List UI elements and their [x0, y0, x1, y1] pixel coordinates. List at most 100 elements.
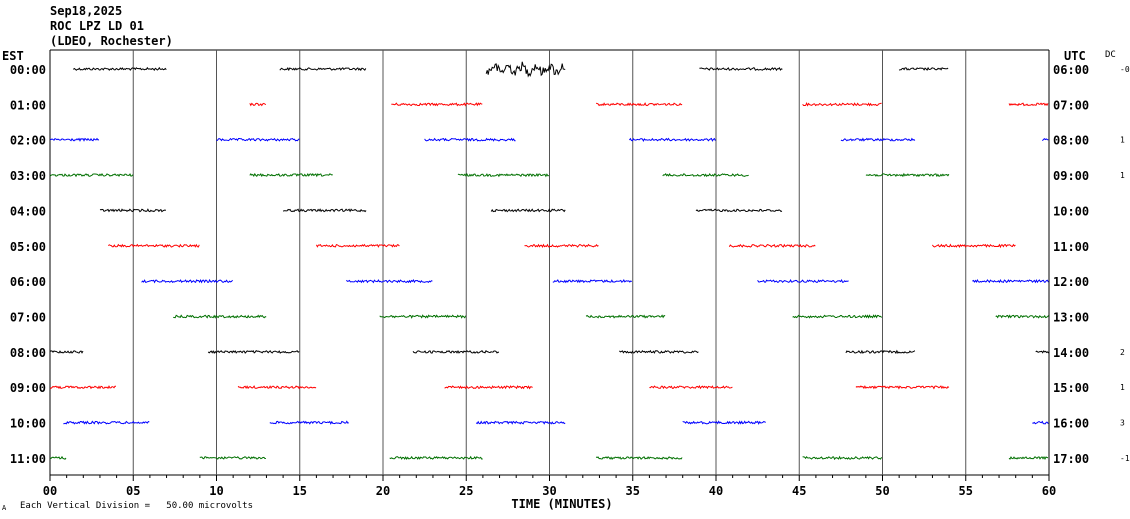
- trace-segment: [389, 455, 483, 460]
- est-hour-label: 03:00: [10, 169, 46, 183]
- utc-hour-label: 17:00: [1053, 452, 1089, 466]
- trace-segment: [1032, 420, 1049, 425]
- est-hour-label: 05:00: [10, 240, 46, 254]
- trace-segment: [279, 67, 367, 72]
- x-tick-label: 60: [1042, 484, 1056, 498]
- est-hour-label: 00:00: [10, 63, 46, 77]
- x-tick-label: 50: [875, 484, 889, 498]
- trace-segment: [379, 314, 467, 319]
- trace-segment: [1041, 138, 1049, 141]
- trace-segment: [99, 208, 167, 213]
- trace-segment: [840, 137, 916, 142]
- trace-segment: [595, 456, 683, 460]
- trace-segment: [315, 243, 400, 248]
- trace-segment: [63, 420, 150, 425]
- utc-axis-label: UTC: [1064, 49, 1086, 63]
- trace-segment: [931, 243, 1016, 249]
- trace-segment: [49, 172, 134, 178]
- est-hour-label: 08:00: [10, 346, 46, 360]
- trace-segment: [216, 137, 300, 142]
- trace-segment: [619, 349, 699, 354]
- dc-offset-label: 1: [1120, 136, 1125, 145]
- x-tick-label: 40: [709, 484, 723, 498]
- trace-segment: [49, 455, 67, 460]
- x-axis-label: TIME (MINUTES): [511, 497, 612, 511]
- trace-segment: [629, 137, 716, 142]
- scale-footnote: Each Vertical Division = 50.00 microvolt…: [20, 501, 253, 511]
- trace-segment: [699, 67, 783, 72]
- trace-segment: [802, 101, 882, 107]
- trace-segment: [649, 384, 733, 390]
- trace-segment: [865, 172, 950, 178]
- trace-segment: [475, 420, 566, 425]
- network-name: (LDEO, Rochester): [50, 34, 173, 48]
- trace-segment: [802, 455, 883, 461]
- utc-hour-label: 13:00: [1053, 311, 1089, 325]
- utc-hour-label: 10:00: [1053, 204, 1089, 218]
- dc-offset-label: -1: [1120, 454, 1130, 463]
- trace-segment: [972, 278, 1049, 284]
- trace-segment: [49, 385, 116, 390]
- station-code: ROC LPZ LD 01: [50, 19, 144, 33]
- trace-segment: [141, 278, 233, 284]
- est-hour-label: 06:00: [10, 275, 46, 289]
- footnote-mark: A: [2, 504, 7, 512]
- trace-segment: [995, 314, 1050, 319]
- utc-hour-label: 14:00: [1053, 346, 1089, 360]
- est-hour-label: 02:00: [10, 134, 46, 148]
- trace-segment: [249, 102, 267, 107]
- dc-offset-label: -0: [1120, 65, 1130, 74]
- trace-segment: [596, 102, 683, 107]
- trace-segment: [485, 61, 566, 78]
- dc-offset-label: 1: [1120, 383, 1125, 392]
- trace-segment: [1008, 455, 1049, 460]
- utc-hour-label: 12:00: [1053, 275, 1089, 289]
- trace-segment: [845, 349, 916, 355]
- utc-hour-label: 08:00: [1053, 134, 1089, 148]
- trace-segment: [490, 208, 566, 213]
- trace-segment: [249, 172, 333, 178]
- x-axis: 00 05 10 15 20 25 30 35 40 45 50 55 60: [43, 475, 1056, 498]
- row-labels: 00:00 06:00 -0 01:00 07:00 02:00 08:00 1 03:00 09…: [10, 63, 1130, 466]
- x-tick-label: 20: [376, 484, 390, 498]
- utc-hour-label: 09:00: [1053, 169, 1089, 183]
- est-hour-label: 07:00: [10, 311, 46, 325]
- plot-date: Sep18,2025: [50, 4, 123, 18]
- utc-hour-label: 11:00: [1053, 240, 1089, 254]
- x-tick-label: 05: [126, 484, 140, 498]
- trace-segment: [391, 102, 483, 107]
- dc-offset-label: 3: [1120, 419, 1125, 428]
- seismic-traces: [49, 61, 1050, 461]
- utc-hour-label: 15:00: [1053, 381, 1089, 395]
- trace-segment: [49, 137, 100, 142]
- est-hour-label: 10:00: [10, 417, 46, 431]
- trace-segment: [855, 385, 950, 390]
- utc-hour-label: 07:00: [1053, 98, 1089, 112]
- trace-segment: [199, 456, 266, 460]
- trace-segment: [424, 137, 516, 142]
- trace-segment: [757, 278, 849, 284]
- trace-segment: [682, 420, 766, 425]
- trace-segment: [728, 243, 816, 248]
- est-axis-label: EST: [2, 49, 24, 63]
- trace-segment: [207, 350, 300, 354]
- x-tick-label: 45: [792, 484, 806, 498]
- trace-segment: [237, 385, 317, 390]
- est-hour-label: 01:00: [10, 98, 46, 112]
- trace-segment: [1008, 102, 1049, 107]
- trace-segment: [1035, 350, 1050, 354]
- trace-segment: [662, 172, 749, 178]
- trace-segment: [457, 172, 550, 178]
- dc-offset-label: 1: [1120, 171, 1125, 180]
- dc-offset-label: 2: [1120, 348, 1125, 357]
- trace-segment: [282, 208, 367, 213]
- x-tick-label: 25: [459, 484, 473, 498]
- est-hour-label: 04:00: [10, 204, 46, 218]
- est-hour-label: 11:00: [10, 452, 46, 466]
- x-tick-label: 15: [293, 484, 307, 498]
- est-hour-label: 09:00: [10, 381, 46, 395]
- trace-segment: [49, 350, 84, 354]
- trace-segment: [412, 349, 500, 354]
- trace-segment: [107, 243, 200, 248]
